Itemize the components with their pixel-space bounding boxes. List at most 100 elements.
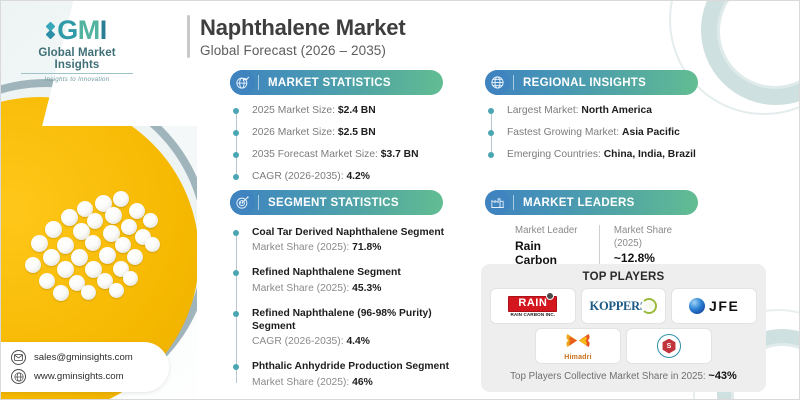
list-item: Refined Naphthalene (96-98% Purity) Segm…	[232, 307, 470, 350]
stat-value: 4.2%	[346, 170, 370, 182]
player-name: KOPPERS	[589, 298, 647, 313]
swirl-icon	[641, 298, 658, 314]
naphthalene-ball	[145, 237, 160, 252]
player-card-seal[interactable]: S	[627, 329, 711, 363]
player-subtitle: RAIN CARBON INC.	[510, 312, 556, 318]
segment-heading: Coal Tar Derived Naphthalene Segment	[252, 227, 445, 238]
top-players-footer: Top Players Collective Market Share in 2…	[491, 370, 756, 382]
market-share-column: Market Share (2025) ~12.8%	[598, 225, 715, 267]
region-label: Emerging Countries:	[507, 148, 601, 160]
contact-website-row[interactable]: www.gminsights.com	[11, 369, 169, 384]
segment-metric-label: Market Share (2025):	[252, 282, 350, 294]
list-item: 2026 Market Size: $2.5 BN	[232, 126, 448, 140]
logo-wordmark: GMI	[15, 17, 139, 44]
naphthalene-ball	[39, 273, 55, 289]
segment-metric-label: Market Share (2025):	[252, 242, 350, 254]
segment-heading: Refined Naphthalene (96-98% Purity) Segm…	[252, 307, 432, 332]
bullet-dot	[487, 108, 494, 114]
logo-letter-m: M	[77, 15, 101, 45]
list-item: Coal Tar Derived Naphthalene Segment Mar…	[232, 226, 470, 255]
list-item: 2025 Market Size: $2.4 BN	[232, 104, 448, 118]
bullet-dot	[232, 173, 239, 180]
naphthalene-ball	[87, 213, 103, 229]
gmi-logo[interactable]: GMI Global Market Insights Insights to I…	[15, 17, 139, 83]
list-item: Refined Naphthalene Segment Market Share…	[232, 266, 470, 295]
naphthalene-ball	[129, 203, 145, 219]
page-title-block: Naphthalene Market Global Forecast (2026…	[187, 15, 406, 59]
naphthalene-ball	[97, 273, 113, 289]
market-leaders-panel: MARKET LEADERS Market Leader Rain Carbon…	[485, 190, 715, 267]
market-leader-value: Rain Carbon	[515, 238, 557, 267]
naphthalene-ball	[71, 249, 88, 266]
title-accent-bar	[187, 15, 190, 59]
bullet-dot	[232, 129, 239, 136]
player-name: RAIN	[518, 297, 548, 310]
region-value: Asia Pacific	[622, 126, 680, 138]
naphthalene-ball	[85, 235, 101, 251]
top-players-box: TOP PLAYERS RAIN RAIN CARBON INC. KOPPER…	[481, 264, 766, 392]
segment-metric-value: 71.8%	[352, 242, 382, 254]
logo-tagline: Insights to Innovation	[44, 76, 110, 83]
bullet-dot	[232, 108, 239, 114]
list-item: CAGR (2026-2035): 4.2%	[232, 170, 448, 184]
bullet-dot	[232, 310, 239, 317]
header-divider	[258, 195, 259, 210]
naphthalene-ball	[115, 237, 131, 253]
top-players-footer-value: ~43%	[708, 370, 737, 382]
koppers-logo: KOPPERS	[590, 298, 658, 314]
stat-label: 2026 Market Size:	[252, 126, 335, 138]
segment-statistics-title: SEGMENT STATISTICS	[268, 196, 399, 209]
segment-heading: Refined Naphthalene Segment	[252, 267, 401, 279]
logo-letter-g: G	[57, 15, 78, 45]
stat-label: 2025 Market Size:	[252, 105, 335, 116]
region-label: Fastest Growing Market:	[507, 126, 620, 138]
market-statistics-title: MARKET STATISTICS	[268, 76, 391, 89]
bullet-dot	[232, 230, 239, 236]
naphthalene-ball	[81, 285, 96, 300]
player-card-rain[interactable]: RAIN RAIN CARBON INC.	[491, 289, 575, 323]
naphthalene-ball	[69, 275, 85, 291]
player-name: JFE	[708, 298, 740, 314]
seal-logo: S	[657, 334, 681, 358]
page-subtitle: Global Forecast (2026 – 2035)	[200, 43, 387, 59]
contact-email-row[interactable]: sales@gminsights.com	[11, 350, 169, 365]
market-leaders-header: MARKET LEADERS	[485, 190, 698, 215]
list-item: Fastest Growing Market: Asia Pacific	[487, 126, 705, 140]
naphthalene-ball	[53, 285, 69, 301]
contact-email: sales@gminsights.com	[34, 352, 133, 363]
naphthalene-ball	[99, 247, 116, 264]
bullet-dot	[232, 364, 239, 371]
naphthalene-ball	[109, 283, 124, 298]
header-divider	[258, 75, 259, 90]
globe-icon	[546, 292, 555, 301]
naphthalene-ball	[85, 261, 102, 278]
envelope-icon	[11, 350, 26, 365]
top-players-row-1: RAIN RAIN CARBON INC. KOPPERS JFE	[491, 289, 757, 323]
bullet-dot	[487, 129, 494, 136]
butterfly-icon	[566, 333, 590, 347]
naphthalene-ball	[143, 213, 158, 228]
segment-statistics-panel: SEGMENT STATISTICS Coal Tar Derived Naph…	[230, 190, 470, 389]
player-card-himadri[interactable]: Himadri	[536, 329, 620, 363]
stat-value: $2.5 BN	[337, 126, 376, 138]
contact-website: www.gminsights.com	[34, 371, 124, 382]
naphthalene-ball	[57, 261, 74, 278]
regional-insights-list: Largest Market: North America Fastest Gr…	[485, 104, 705, 162]
page-title: Naphthalene Market	[200, 15, 406, 40]
naphthalene-ball	[57, 237, 74, 254]
logo-letter-i: I	[99, 15, 108, 45]
naphthalene-ball	[43, 249, 60, 266]
contact-panel: sales@gminsights.com www.gminsights.com	[1, 342, 169, 392]
bullet-dot	[232, 151, 239, 158]
market-leader-column: Market Leader Rain Carbon	[515, 225, 599, 267]
player-card-koppers[interactable]: KOPPERS	[581, 289, 666, 323]
market-statistics-list: 2025 Market Size: $2.4 BN 2026 Market Si…	[230, 104, 448, 184]
naphthalene-ball	[45, 221, 62, 238]
region-value: North America	[581, 105, 652, 116]
player-card-jfe[interactable]: JFE	[672, 289, 757, 323]
region-value: China, India, Brazil	[603, 148, 696, 160]
market-statistics-panel: MARKET STATISTICS 2025 Market Size: $2.4…	[230, 70, 448, 192]
target-chart-icon	[230, 190, 255, 215]
segment-statistics-header: SEGMENT STATISTICS	[230, 190, 443, 215]
